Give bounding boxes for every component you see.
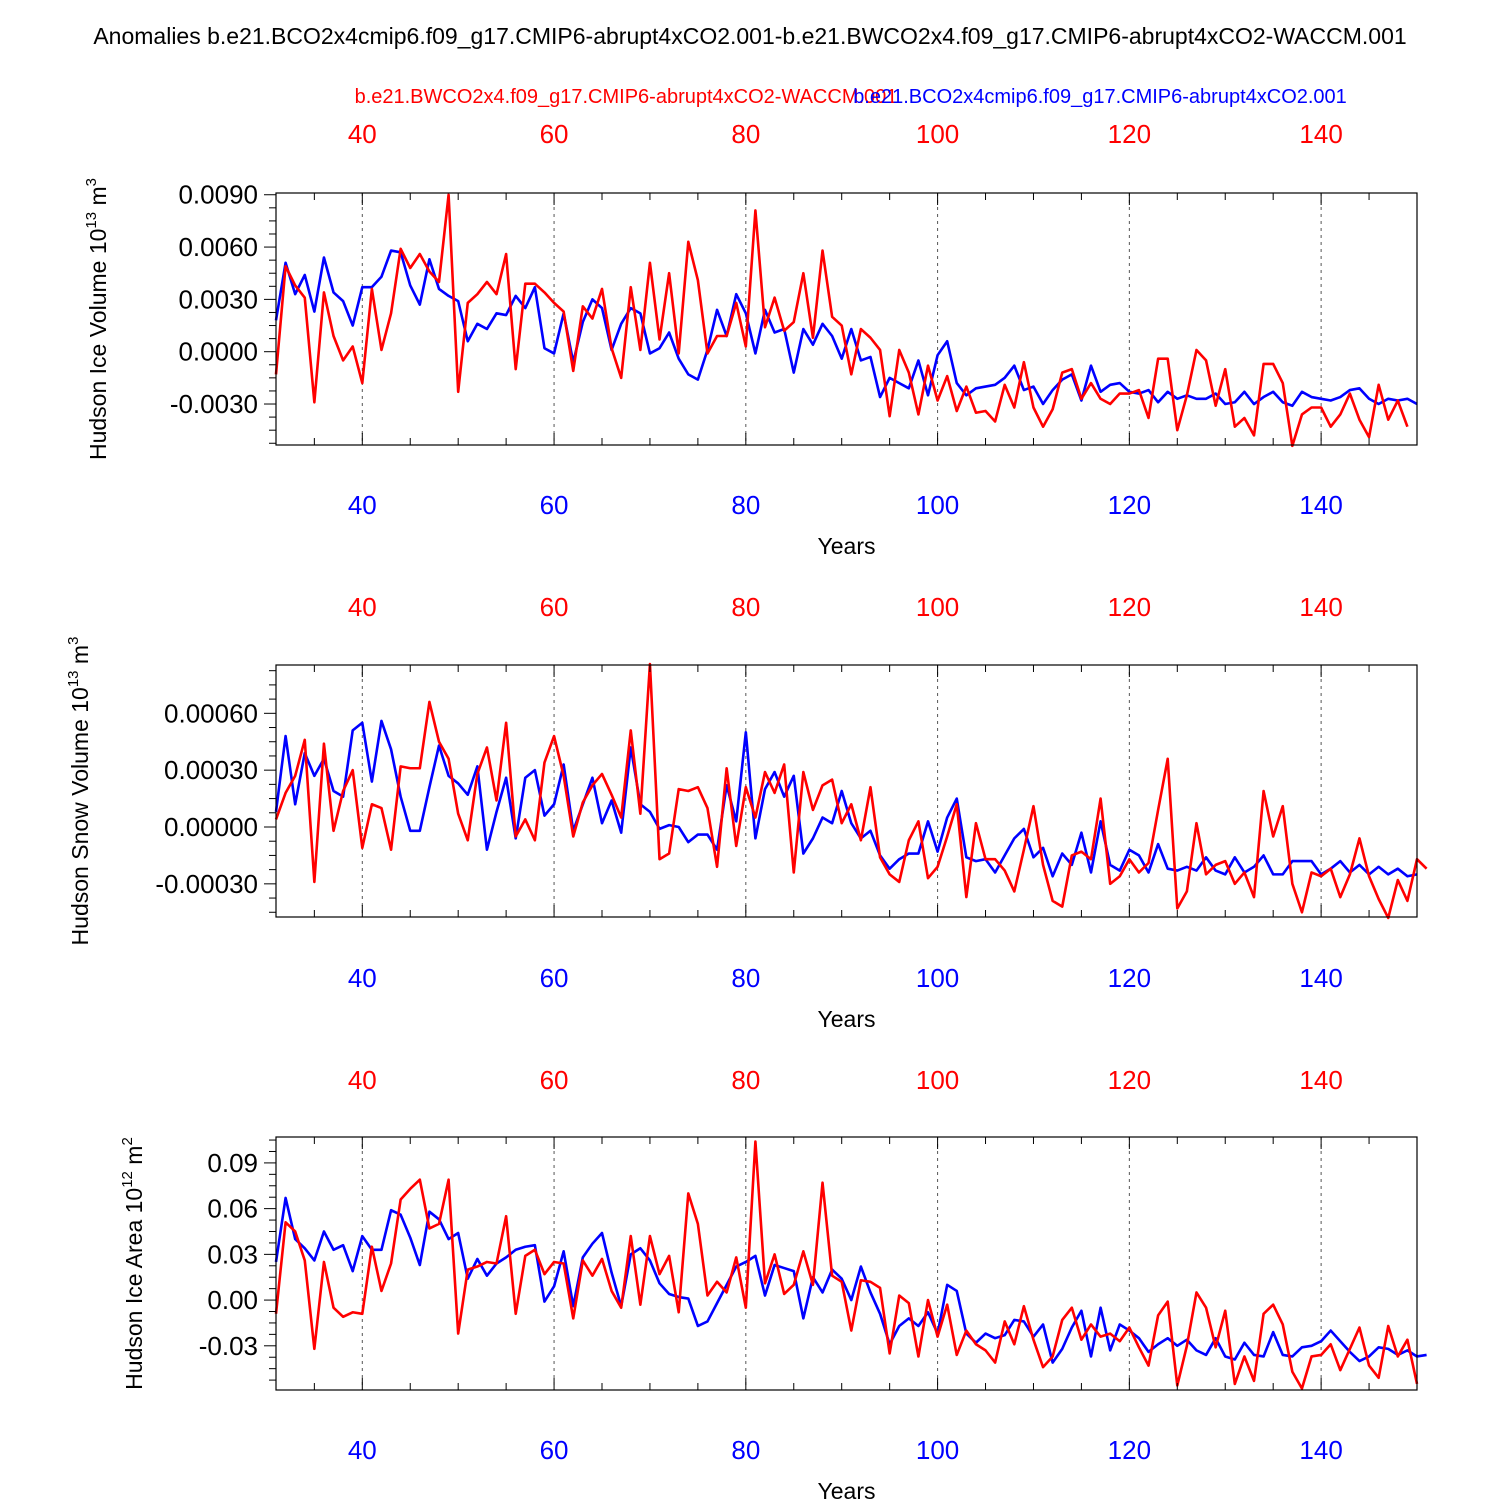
x-axis-label: Years [818,1006,876,1032]
y-axis-label: Hudson Snow Volume 1013 m3 [65,637,93,946]
bottom-x-tick-label: 40 [348,963,377,993]
top-x-tick-label: 40 [348,1065,377,1095]
legend-blue-case: b.e21.BCO2x4cmip6.f09_g17.CMIP6-abrupt4x… [853,86,1347,108]
plot-frame [275,192,1418,446]
x-axis-label: Years [818,1478,876,1500]
y-axis-label: Hudson Ice Area 1012 m2 [119,1137,147,1390]
top-x-tick-label: 40 [348,119,377,149]
bottom-x-tick-label: 60 [540,1435,569,1465]
top-x-tick-label: 100 [916,1065,959,1095]
red-series-line [274,193,1409,448]
y-tick-label: 0.00060 [164,698,258,728]
bottom-x-tick-label: 80 [731,490,760,520]
y-tick-label: -0.0030 [170,389,258,419]
top-x-tick-label: 80 [731,119,760,149]
y-tick-label: 0.00000 [164,812,258,842]
y-tick-label: 0.03 [207,1239,258,1269]
y-tick-label: -0.03 [199,1331,258,1361]
bottom-x-tick-label: 40 [348,1435,377,1465]
top-x-tick-label: 40 [348,592,377,622]
y-tick-label: -0.00030 [155,869,258,899]
top-x-tick-label: 60 [540,592,569,622]
bottom-x-tick-label: 120 [1108,490,1151,520]
bottom-x-tick-label: 120 [1108,1435,1151,1465]
top-x-tick-label: 140 [1299,1065,1342,1095]
ice-volume-panel: 40 40 60 60 80 80 100 100 120 120 140 140 Years -0.00… [83,119,1418,559]
bottom-x-tick-label: 100 [916,963,959,993]
top-x-tick-label: 120 [1108,592,1151,622]
top-x-tick-label: 120 [1108,1065,1151,1095]
snow-volume-panel: 40 40 60 60 80 80 100 100 120 120 140 140 Years -0.00… [65,592,1428,1032]
plot-frame [275,664,1418,918]
plot-frame [275,1136,1418,1391]
bottom-x-tick-label: 120 [1108,963,1151,993]
top-x-tick-label: 100 [916,119,959,149]
top-x-tick-label: 120 [1108,119,1151,149]
y-axis-label: Hudson Ice Volume 1013 m3 [83,178,111,460]
y-tick-label: 0.0030 [178,284,258,314]
bottom-x-tick-label: 40 [348,490,377,520]
bottom-x-tick-label: 140 [1299,963,1342,993]
blue-series-line [274,1196,1427,1364]
red-series-line [274,662,1428,920]
top-x-tick-label: 140 [1299,592,1342,622]
blue-series-line [274,249,1418,408]
y-tick-label: 0.06 [207,1194,258,1224]
ice-area-panel: 40 40 60 60 80 80 100 100 120 120 140 140 Years -0.03… [119,1065,1427,1500]
blue-series-line [274,719,1418,878]
bottom-x-tick-label: 140 [1299,1435,1342,1465]
top-x-tick-label: 60 [540,1065,569,1095]
bottom-x-tick-label: 100 [916,490,959,520]
y-tick-label: 0.00 [207,1285,258,1315]
y-tick-label: 0.0060 [178,232,258,262]
bottom-x-tick-label: 100 [916,1435,959,1465]
top-x-tick-label: 60 [540,119,569,149]
y-tick-label: 0.09 [207,1148,258,1178]
main-title: Anomalies b.e21.BCO2x4cmip6.f09_g17.CMIP… [93,23,1406,49]
bottom-x-tick-label: 80 [731,1435,760,1465]
top-x-tick-label: 80 [731,1065,760,1095]
top-x-tick-label: 100 [916,592,959,622]
bottom-x-tick-label: 80 [731,963,760,993]
bottom-x-tick-label: 60 [540,963,569,993]
top-x-tick-label: 80 [731,592,760,622]
legend-red-case: b.e21.BWCO2x4.f09_g17.CMIP6-abrupt4xCO2-… [355,86,898,108]
y-tick-label: 0.0000 [178,337,258,367]
y-tick-label: 0.00030 [164,755,258,785]
x-axis-label: Years [818,533,876,559]
bottom-x-tick-label: 60 [540,490,569,520]
y-tick-label: 0.0090 [178,180,258,210]
red-series-line [274,1140,1419,1390]
bottom-x-tick-label: 140 [1299,490,1342,520]
top-x-tick-label: 140 [1299,119,1342,149]
